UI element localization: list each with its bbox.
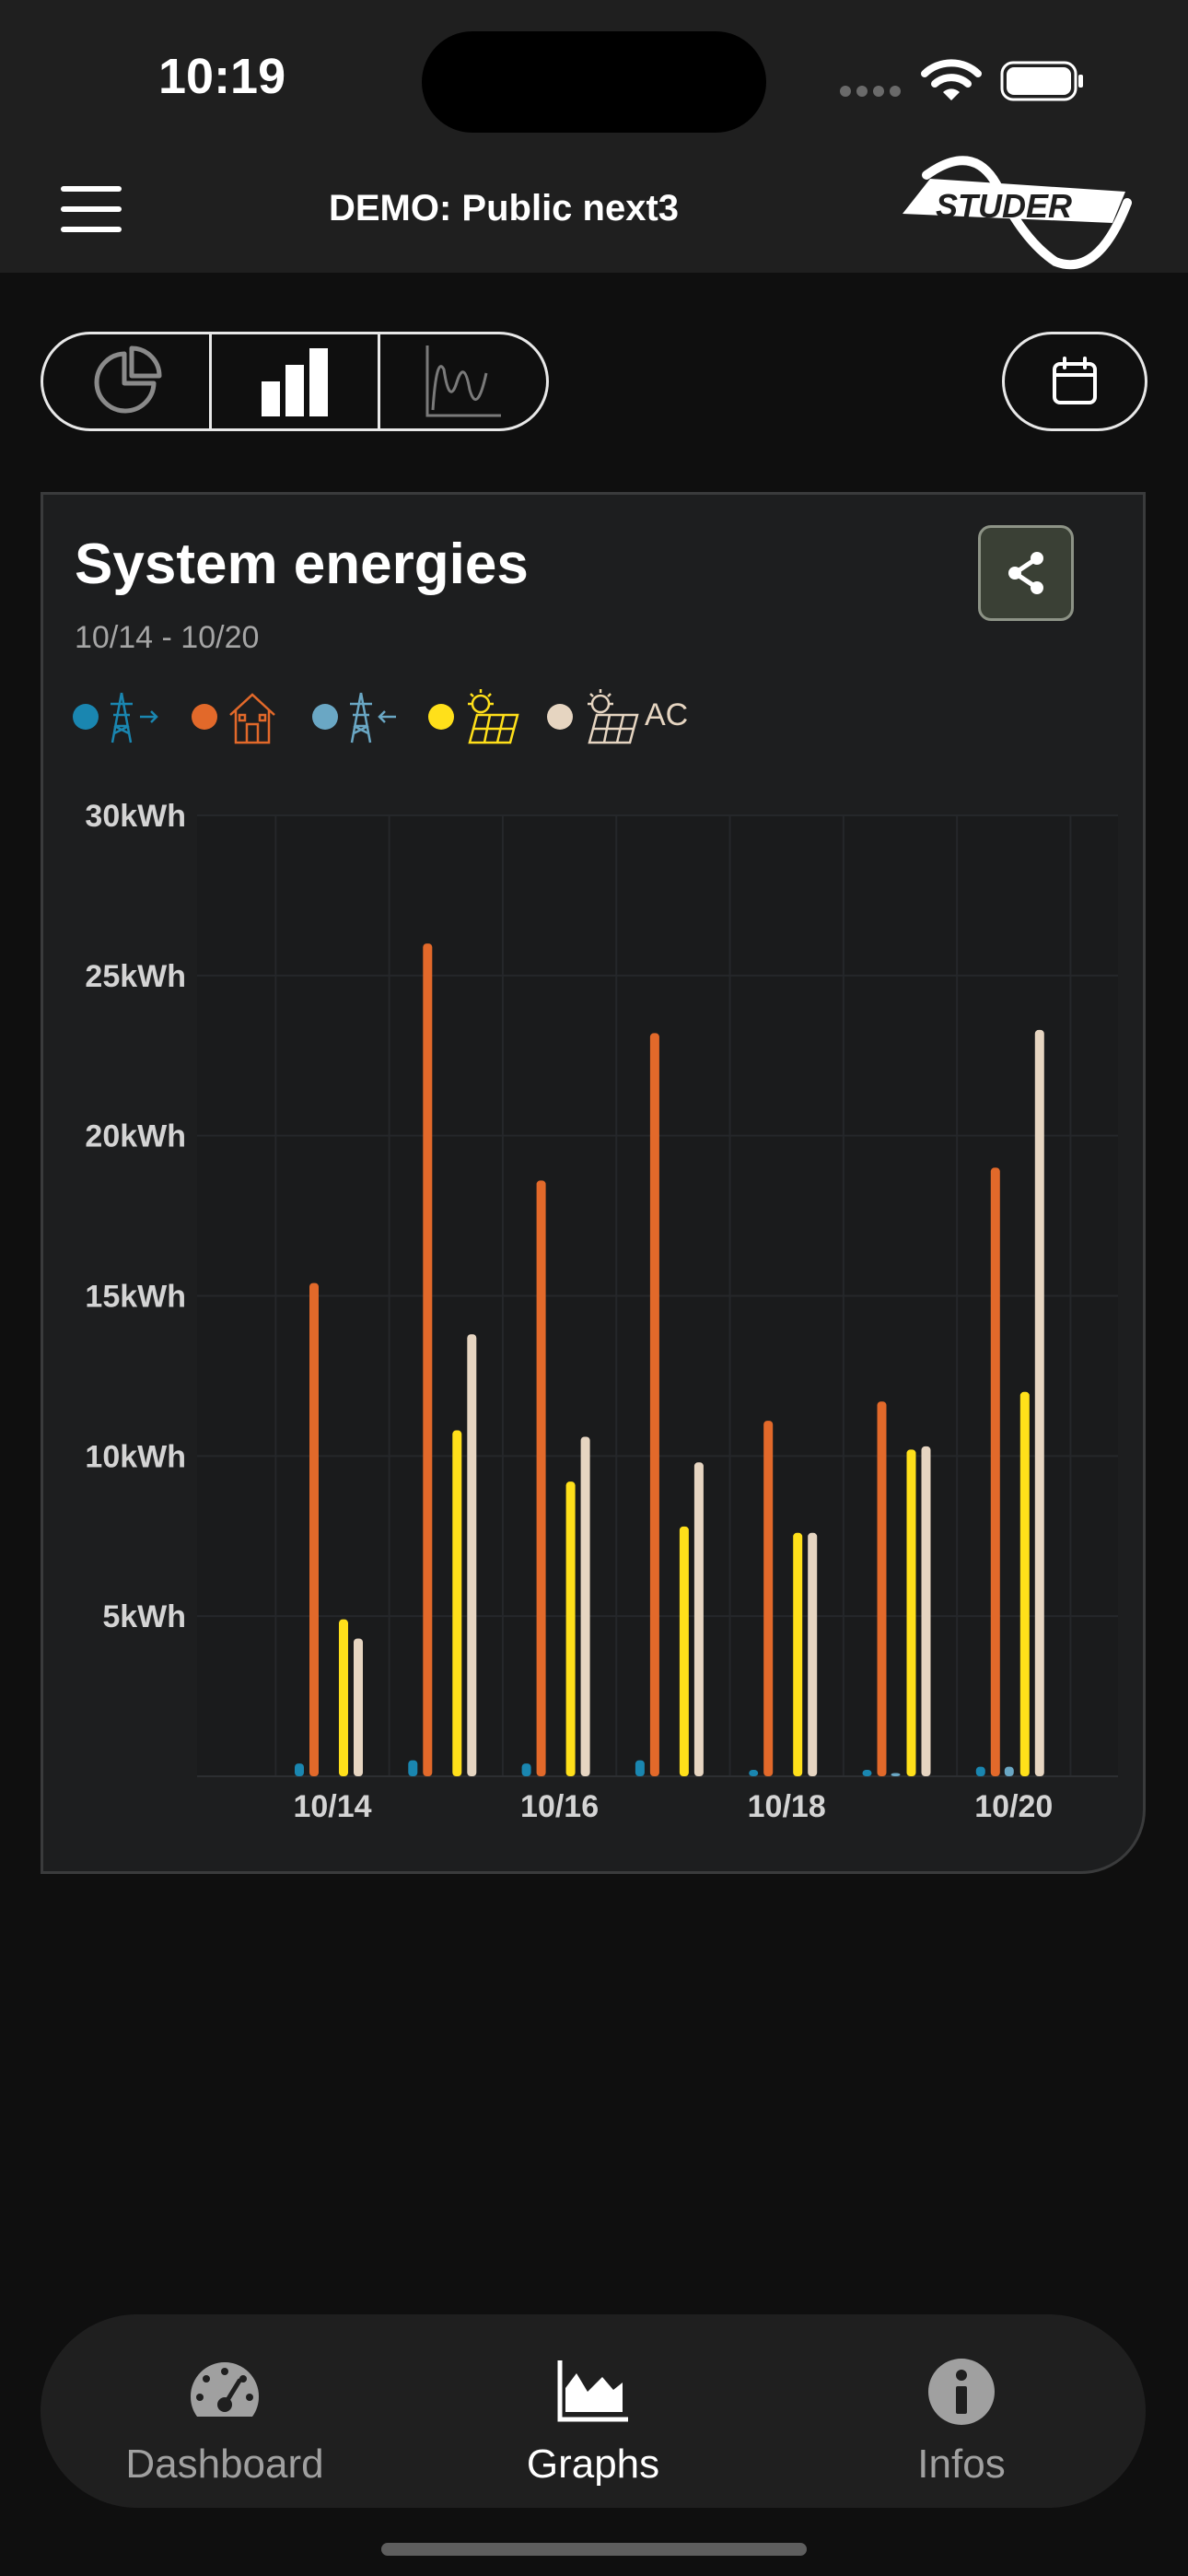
x-tick-label: 10/18 — [748, 1789, 826, 1824]
bar-view-button[interactable] — [209, 334, 378, 428]
nav-infos-label: Infos — [917, 2441, 1006, 2487]
y-tick-label: 15kWh — [85, 1280, 186, 1315]
y-tick-label: 20kWh — [85, 1119, 186, 1154]
bar — [877, 1401, 887, 1776]
wifi-icon — [921, 59, 982, 100]
status-time: 10:19 — [158, 49, 286, 104]
menu-icon[interactable] — [61, 186, 122, 232]
line-view-button[interactable] — [378, 334, 546, 428]
legend-item-grid-import[interactable] — [312, 692, 396, 744]
card-title: System energies — [75, 533, 529, 596]
grid-export-icon — [111, 692, 158, 744]
y-tick-label: 5kWh — [102, 1599, 186, 1634]
bar — [975, 1766, 985, 1776]
solar-icon — [468, 689, 519, 744]
x-tick-label: 10/20 — [974, 1789, 1053, 1824]
bar — [467, 1334, 477, 1776]
bar — [906, 1449, 916, 1776]
bar — [635, 1760, 645, 1776]
bar — [921, 1446, 931, 1776]
y-tick-label: 30kWh — [85, 799, 186, 834]
share-button[interactable] — [978, 525, 1074, 621]
studer-logo: STUDER — [903, 156, 1132, 270]
pie-view-button[interactable] — [43, 334, 209, 428]
svg-text:STUDER: STUDER — [936, 187, 1072, 225]
pie-chart-icon — [94, 345, 162, 414]
chart-legend — [73, 689, 639, 744]
bar — [990, 1167, 1000, 1776]
y-tick-label: 10kWh — [85, 1439, 186, 1474]
gauge-icon — [190, 2362, 260, 2417]
bar — [862, 1770, 872, 1776]
bar — [808, 1532, 818, 1776]
signal-icon — [840, 85, 906, 98]
app-title: DEMO: Public next3 — [328, 188, 680, 228]
legend-ac-label: AC — [645, 697, 689, 732]
bar — [793, 1532, 803, 1776]
app-header: DEMO: Public next3 STUDER — [0, 147, 1188, 273]
bar — [423, 943, 433, 1776]
nav-graphs[interactable]: Graphs — [409, 2314, 777, 2508]
bottom-navigation: Dashboard Graphs Infos — [41, 2314, 1146, 2508]
bar — [295, 1763, 304, 1776]
bar — [521, 1763, 531, 1776]
nav-infos[interactable]: Infos — [777, 2314, 1146, 2508]
bar — [891, 1773, 901, 1776]
bar — [580, 1436, 590, 1776]
energy-bar-chart: 5kWh 10kWh 15kWh 20kWh 25kWh 30kWh 10/14 10/16 1… — [85, 799, 1118, 1824]
legend-item-grid-export[interactable] — [73, 692, 158, 744]
battery-icon — [1000, 61, 1083, 101]
date-picker-button[interactable] — [1002, 332, 1147, 431]
bar — [763, 1421, 774, 1776]
nav-dashboard[interactable]: Dashboard — [41, 2314, 409, 2508]
x-tick-label: 10/16 — [520, 1789, 599, 1824]
bar — [1004, 1766, 1014, 1776]
bar — [679, 1526, 689, 1776]
home-indicator — [381, 2543, 807, 2556]
bar — [1034, 1029, 1044, 1776]
bar — [565, 1481, 576, 1776]
bar — [354, 1638, 363, 1776]
legend-item-solar[interactable] — [428, 689, 519, 744]
area-chart-icon — [557, 2360, 628, 2422]
bar — [309, 1282, 319, 1776]
house-consumption-icon — [229, 693, 275, 744]
solar-ac-icon — [588, 689, 639, 744]
info-icon — [928, 2359, 995, 2425]
share-icon — [1008, 552, 1043, 594]
x-tick-label: 10/14 — [293, 1789, 371, 1824]
chart-type-switcher — [41, 332, 549, 431]
bar — [452, 1430, 462, 1776]
bar — [408, 1760, 418, 1776]
y-tick-label: 25kWh — [85, 959, 186, 994]
grid-import-icon — [350, 692, 396, 744]
nav-dashboard-label: Dashboard — [125, 2441, 324, 2487]
legend-item-solar-ac[interactable] — [547, 689, 639, 744]
date-range: 10/14 - 10/20 — [75, 620, 260, 655]
bar — [536, 1180, 546, 1776]
line-chart-icon — [425, 345, 501, 417]
legend-item-house-consumption[interactable] — [192, 693, 275, 744]
bar — [693, 1462, 704, 1776]
nav-graphs-label: Graphs — [526, 2441, 660, 2487]
dynamic-island — [422, 31, 766, 133]
bar — [339, 1619, 348, 1776]
bar — [1019, 1391, 1030, 1776]
bar — [749, 1770, 759, 1776]
status-bar: 10:19 — [0, 0, 1188, 147]
bar — [649, 1033, 659, 1776]
bar-chart-icon — [262, 348, 328, 416]
calendar-icon — [1053, 357, 1097, 404]
